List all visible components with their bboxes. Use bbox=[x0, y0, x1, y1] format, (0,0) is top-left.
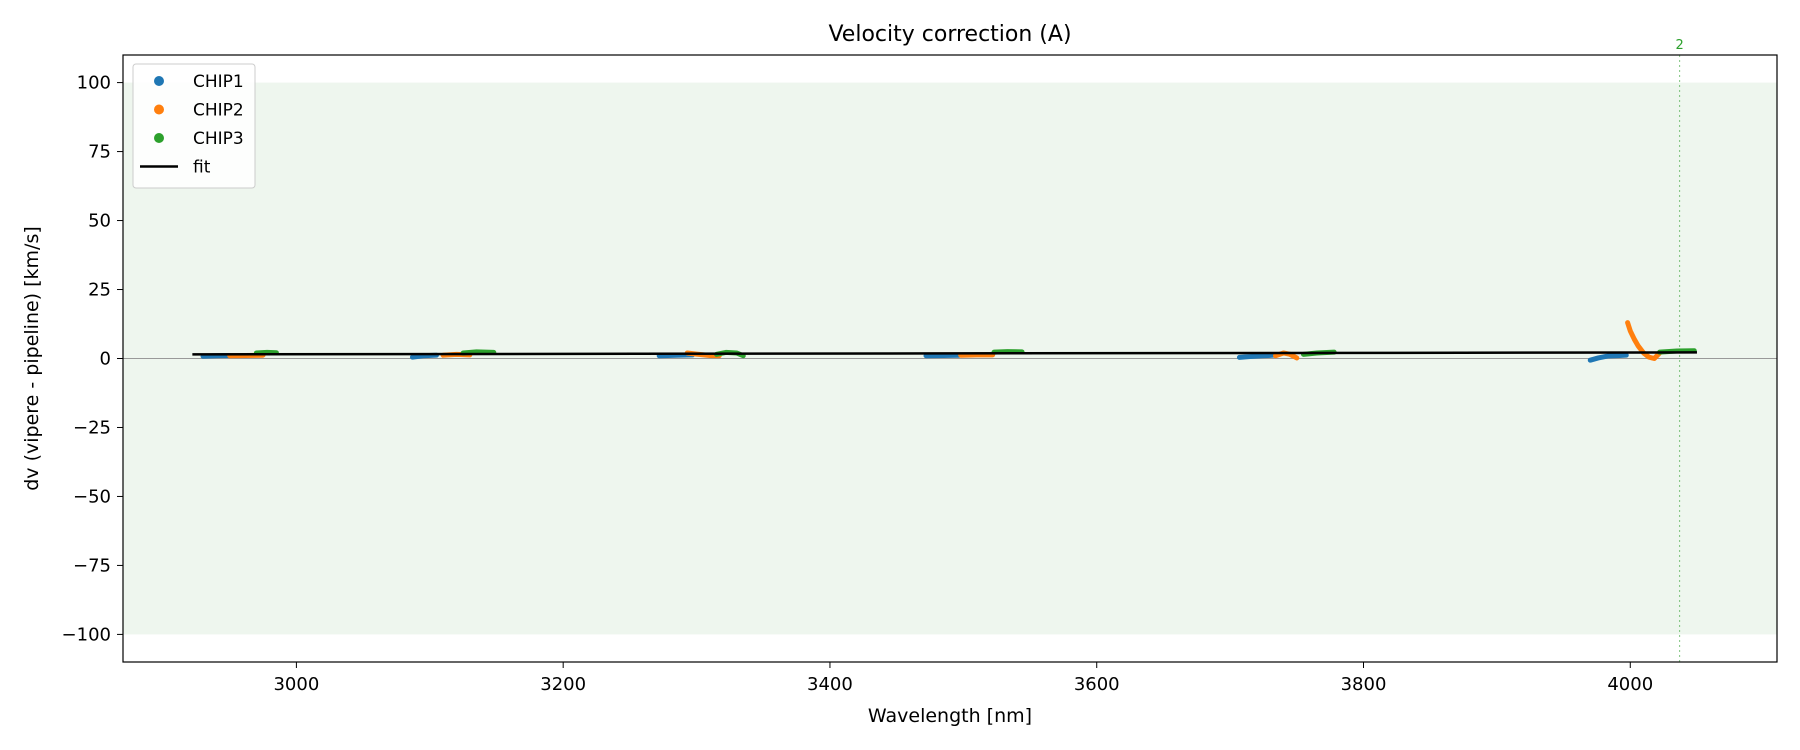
y-tick-label-6: 50 bbox=[88, 211, 111, 232]
y-tick-label-7: 75 bbox=[88, 142, 111, 163]
plot-area: 2 bbox=[123, 38, 1777, 662]
y-axis-label: dv (vipere - pipeline) [km/s] bbox=[21, 226, 43, 491]
y-tick-label-3: −25 bbox=[73, 417, 111, 438]
legend-swatch-chip3 bbox=[154, 133, 164, 143]
y-tick-label-0: −100 bbox=[62, 624, 111, 645]
y-tick-label-2: −50 bbox=[73, 486, 111, 507]
x-tick-label-5: 4000 bbox=[1607, 674, 1653, 695]
legend-swatch-chip2 bbox=[154, 104, 164, 115]
x-tick-label-2: 3400 bbox=[807, 674, 853, 695]
legend-swatch-chip1 bbox=[154, 76, 164, 86]
legend-label-chip2: CHIP2 bbox=[193, 101, 244, 121]
axes: 3000 3200 3400 3600 3800 4000 −100 −75 −50 −25 0 25… bbox=[62, 54, 1778, 695]
legend-label-chip1: CHIP1 bbox=[193, 72, 244, 92]
series-chip1-points-5 bbox=[1587, 352, 1629, 363]
vertical-marker-label-0: 2 bbox=[1675, 38, 1683, 53]
y-tick-label-4: 0 bbox=[100, 349, 111, 370]
legend-box bbox=[132, 63, 256, 189]
plot-inner bbox=[123, 55, 1777, 662]
y-tick-label-8: 100 bbox=[77, 73, 111, 94]
series-chip3-points-0 bbox=[253, 349, 279, 356]
series-chip1-points-1 bbox=[409, 352, 439, 360]
fit-line bbox=[192, 351, 1697, 356]
series-chip3-points-1 bbox=[460, 349, 497, 356]
series-chip3-points-3 bbox=[991, 349, 1025, 355]
x-axis-label: Wavelength [nm] bbox=[868, 705, 1032, 727]
series-chip1-points-3 bbox=[923, 352, 962, 359]
x-tick-label-4: 3800 bbox=[1341, 674, 1387, 695]
x-tick-label-3: 3600 bbox=[1074, 674, 1120, 695]
y-tick-label-5: 25 bbox=[88, 280, 111, 301]
x-tick-label-0: 3000 bbox=[273, 674, 319, 695]
legend-label-chip3: CHIP3 bbox=[193, 129, 244, 149]
series-chip1-points-4 bbox=[1236, 352, 1277, 360]
x-tick-label-1: 3200 bbox=[540, 674, 586, 695]
legend-label-fit: fit bbox=[193, 158, 211, 178]
legend: CHIP1 CHIP2 CHIP3 fit bbox=[132, 63, 256, 189]
y-tick-label-1: −75 bbox=[73, 555, 111, 576]
chart-title: Velocity correction (A) bbox=[828, 22, 1071, 47]
series-chip2-points-5 bbox=[1625, 320, 1663, 361]
